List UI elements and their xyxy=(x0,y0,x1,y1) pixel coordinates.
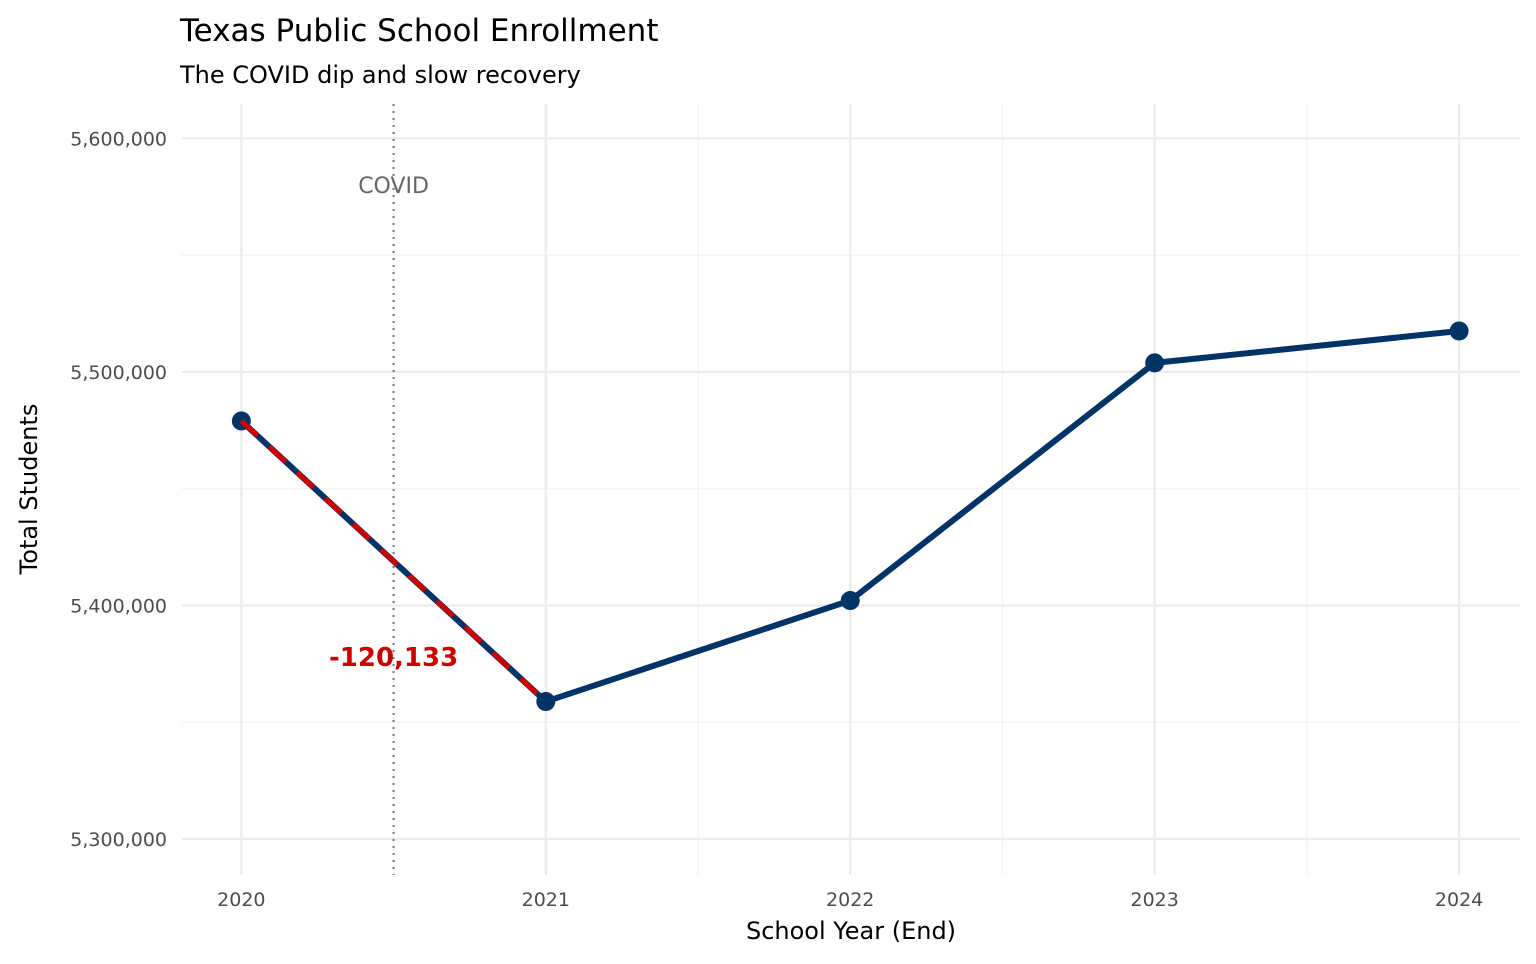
grid xyxy=(182,104,1520,875)
drop-annotation: -120,133 xyxy=(329,643,458,673)
x-tick-label: 2021 xyxy=(522,889,570,911)
x-tick-label: 2024 xyxy=(1435,889,1483,911)
covid-label: COVID xyxy=(358,174,429,199)
x-axis-label: School Year (End) xyxy=(746,917,956,945)
x-tick-label: 2022 xyxy=(826,889,874,911)
x-tick-label: 2023 xyxy=(1130,889,1178,911)
y-tick-label: 5,400,000 xyxy=(70,595,167,617)
data-point xyxy=(536,692,556,712)
data-point xyxy=(1145,353,1165,373)
chart-subtitle: The COVID dip and slow recovery xyxy=(179,61,581,89)
data-point xyxy=(840,591,860,611)
y-tick-label: 5,600,000 xyxy=(70,128,167,150)
data-point xyxy=(1449,321,1469,341)
x-axis: 2020 2021 2022 2023 2024 xyxy=(217,889,1483,911)
chart-title: Texas Public School Enrollment xyxy=(179,13,658,49)
y-tick-label: 5,500,000 xyxy=(70,362,167,384)
y-axis-label: Total Students xyxy=(15,404,43,576)
covid-drop-highlight xyxy=(239,419,548,704)
y-axis: 5,300,000 5,400,000 5,500,000 5,600,000 xyxy=(70,128,167,851)
x-tick-label: 2020 xyxy=(217,889,265,911)
y-tick-label: 5,300,000 xyxy=(70,829,167,851)
data-series: COVID -120,133 xyxy=(231,104,1469,875)
